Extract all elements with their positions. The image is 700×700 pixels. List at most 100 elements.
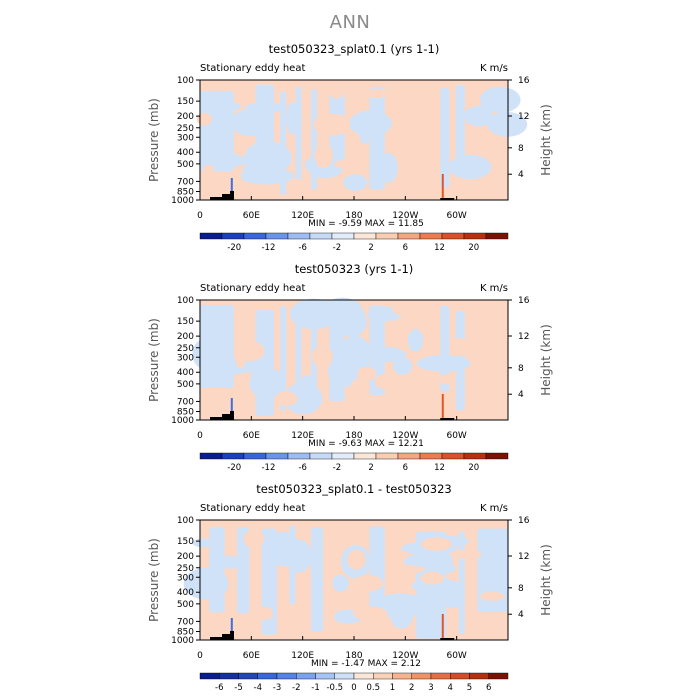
chart-panel-3: test050323_splat0.1 - test050323 Stationa…	[147, 482, 553, 693]
unit-label: K m/s	[480, 63, 508, 74]
warm-blob	[357, 366, 377, 382]
colorbar-swatch	[469, 672, 489, 680]
y2-tick-label: 12	[518, 112, 529, 122]
warm-blob	[234, 341, 247, 369]
cool-blob	[416, 355, 471, 372]
y-axis-label: Pressure (mb)	[147, 318, 161, 402]
y2-tick-label: 16	[518, 296, 530, 306]
cool-blob	[192, 538, 214, 548]
y2-tick-label: 16	[518, 76, 530, 86]
y2-axis-label: Height (km)	[539, 544, 553, 615]
y-tick-label: 700	[177, 397, 194, 407]
y-tick-label: 200	[177, 332, 194, 342]
cool-blob	[183, 567, 229, 600]
unit-label: K m/s	[480, 503, 508, 514]
colorbar-label: 4	[448, 683, 453, 693]
cool-blob	[211, 101, 242, 112]
warm-blob	[439, 374, 455, 385]
y-tick-label: 700	[177, 177, 194, 187]
colorbar-swatch	[430, 672, 451, 680]
cool-blob	[221, 555, 239, 570]
colorbar-label: -2	[333, 463, 341, 473]
panel-title: test050323_splat0.1 - test050323	[256, 482, 452, 496]
cool-band	[458, 531, 465, 635]
topography	[440, 638, 455, 640]
colorbar-swatch	[441, 232, 465, 240]
colorbar-swatch	[331, 452, 355, 460]
warm-blob	[421, 84, 435, 112]
warm-blob	[243, 529, 264, 549]
y-tick-label: 250	[177, 344, 194, 354]
warm-accent-streak	[441, 174, 444, 198]
warm-blob	[450, 338, 470, 357]
colorbar-label: -12	[261, 243, 275, 253]
x-tick-label: 60W	[446, 431, 466, 441]
colorbar-swatch	[441, 452, 465, 460]
warm-blob	[366, 88, 387, 99]
cool-blob	[407, 328, 424, 352]
y-tick-label: 100	[177, 76, 194, 86]
x-tick-label: 120E	[291, 211, 314, 221]
x-tick-label: 180	[345, 651, 362, 661]
warm-blob	[312, 345, 333, 368]
cool-blob	[244, 141, 292, 175]
x-tick-label: 120W	[392, 651, 418, 661]
colorbar-swatch	[463, 232, 487, 240]
y-tick-label: 500	[177, 160, 194, 170]
y-tick-label: 500	[177, 600, 194, 610]
colorbar-label: -2	[292, 683, 300, 693]
warm-blob	[202, 164, 214, 174]
cool-band	[440, 87, 450, 188]
colorbar-label: -0.5	[326, 683, 343, 693]
cool-blob	[479, 86, 521, 113]
y-tick-label: 150	[177, 97, 194, 107]
colorbar-swatch	[243, 452, 267, 460]
colorbar-label: 6	[486, 683, 491, 693]
cool-accent-streak	[230, 618, 233, 636]
y-tick-label: 300	[177, 573, 194, 583]
cool-blob	[239, 167, 294, 185]
warm-blob	[314, 142, 333, 169]
warm-blob	[274, 391, 298, 406]
colorbar-label: -6	[298, 463, 306, 473]
x-tick-label: 120W	[392, 211, 418, 221]
y2-tick-label: 8	[518, 364, 524, 374]
warm-blob	[420, 571, 445, 585]
colorbar-label: -6	[298, 243, 306, 253]
cool-blob	[300, 375, 317, 400]
colorbar-swatch	[488, 672, 509, 680]
colorbar-swatch	[397, 452, 421, 460]
colorbar-swatch	[450, 672, 470, 680]
colorbar-swatch	[199, 232, 223, 240]
y-tick-label: 850	[177, 188, 194, 198]
warm-blob	[196, 112, 212, 126]
warm-blob	[374, 374, 395, 390]
cool-blob	[448, 154, 492, 180]
colorbar-label: -6	[215, 683, 223, 693]
y-tick-label: 700	[177, 617, 194, 627]
colorbar-swatch	[265, 232, 289, 240]
warm-blob	[333, 159, 367, 170]
x-tick-label: 60E	[243, 651, 260, 661]
cool-blob	[198, 153, 248, 168]
colorbar-swatch	[375, 232, 399, 240]
warm-blob	[352, 575, 384, 592]
x-tick-label: 0	[197, 211, 203, 221]
colorbar-swatch	[485, 232, 509, 240]
y-axis-label: Pressure (mb)	[147, 538, 161, 622]
y-tick-label: 300	[177, 133, 194, 143]
warm-accent-streak	[441, 394, 444, 418]
field-label: Stationary eddy heat	[200, 63, 305, 74]
x-tick-label: 120E	[291, 431, 314, 441]
y-tick-label: 100	[177, 296, 194, 306]
colorbar-label: 12	[434, 463, 445, 473]
colorbar-swatch	[353, 672, 374, 680]
colorbar-swatch	[334, 672, 355, 680]
panel-title: test050323_splat0.1 (yrs 1-1)	[269, 42, 440, 56]
colorbar-swatch	[411, 672, 432, 680]
colorbar-swatch	[485, 452, 509, 460]
colorbar-label: 20	[468, 463, 479, 473]
y-tick-label: 1000	[171, 636, 194, 646]
x-tick-label: 0	[197, 651, 203, 661]
